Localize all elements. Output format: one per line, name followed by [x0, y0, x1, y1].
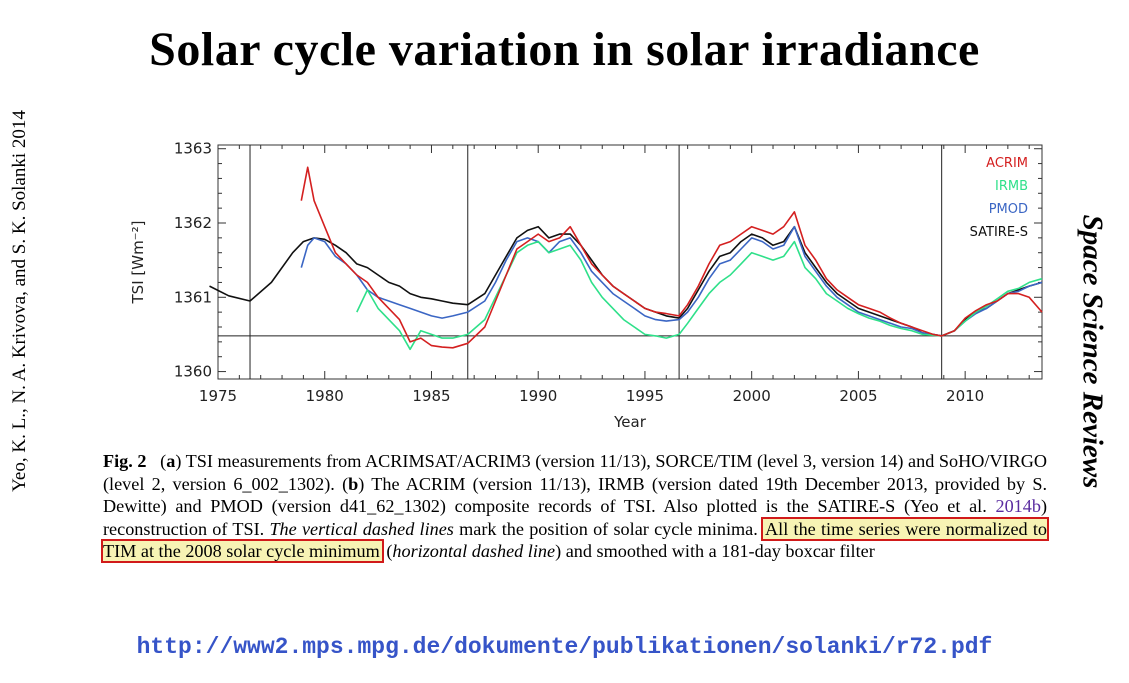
legend-entry: SATIRE-S [970, 225, 1028, 240]
figure-caption: Fig. 2 ( a) TSI measurements from ACRIMSA… [100, 451, 1050, 563]
caption-part-a: a [166, 451, 176, 471]
caption-italic-1: The vertical dashed lines [269, 518, 454, 539]
legend-entry: PMOD [989, 202, 1028, 217]
caption-text-1: ) TSI measurements from ACRIMSAT/ACRIM3 … [103, 451, 1047, 494]
caption-text-2: ) The ACRIM (version 11/13), IRMB (versi… [103, 473, 1048, 517]
x-tick-label: 1980 [306, 387, 344, 405]
legend-entry: ACRIM [986, 156, 1028, 171]
x-axis-label: Year [613, 413, 647, 431]
series-line-irmb [356, 240, 1043, 351]
x-tick-label: 1995 [626, 387, 664, 405]
x-tick-label: 2000 [733, 387, 771, 405]
journal-name: Space Science Reviews [1076, 214, 1109, 489]
caption-text-4: mark the position of solar cycle minima. [453, 518, 764, 539]
page-title: Solar cycle variation in solar irradianc… [149, 23, 980, 76]
caption-part-b: b [348, 473, 359, 494]
y-tick-label: 1361 [174, 288, 212, 306]
series-line-acrim [300, 166, 1043, 349]
tsi-chart: 1975 1980 1985 1990 1995 2000 2005 2010 1360 1361… [129, 140, 1043, 431]
y-tick-label: 1360 [174, 363, 212, 381]
caption-citation[interactable]: 2014b [995, 496, 1041, 516]
series-line-pmod [300, 225, 1043, 337]
x-tick-label: 1985 [412, 387, 450, 405]
author-credit: Yeo, K. L., N. A. Krivova, and S. K. Sol… [9, 110, 30, 492]
series-line-satire-s [209, 225, 1043, 337]
legend-entry: IRMB [995, 179, 1028, 194]
caption-fig-label: Fig. 2 [103, 451, 147, 471]
caption-text-5: ( [381, 541, 393, 561]
plot-frame [217, 144, 1043, 380]
x-tick-label: 1990 [519, 387, 557, 405]
caption-italic-2: horizontal dashed line [392, 541, 556, 561]
source-url[interactable]: http://www2.mps.mpg.de/dokumente/publika… [136, 634, 993, 660]
caption-text-3: ) reconstruction of TSI. [103, 496, 1047, 539]
caption-text-6: ) and smoothed with a 181-day boxcar fil… [555, 541, 875, 561]
y-tick-label: 1362 [174, 214, 212, 232]
y-tick-label: 1363 [174, 140, 212, 158]
x-tick-label: 2005 [839, 387, 877, 405]
x-tick-label: 1975 [199, 387, 237, 405]
x-tick-label: 2010 [946, 387, 984, 405]
y-axis-label: TSI [Wm⁻²] [129, 221, 147, 305]
